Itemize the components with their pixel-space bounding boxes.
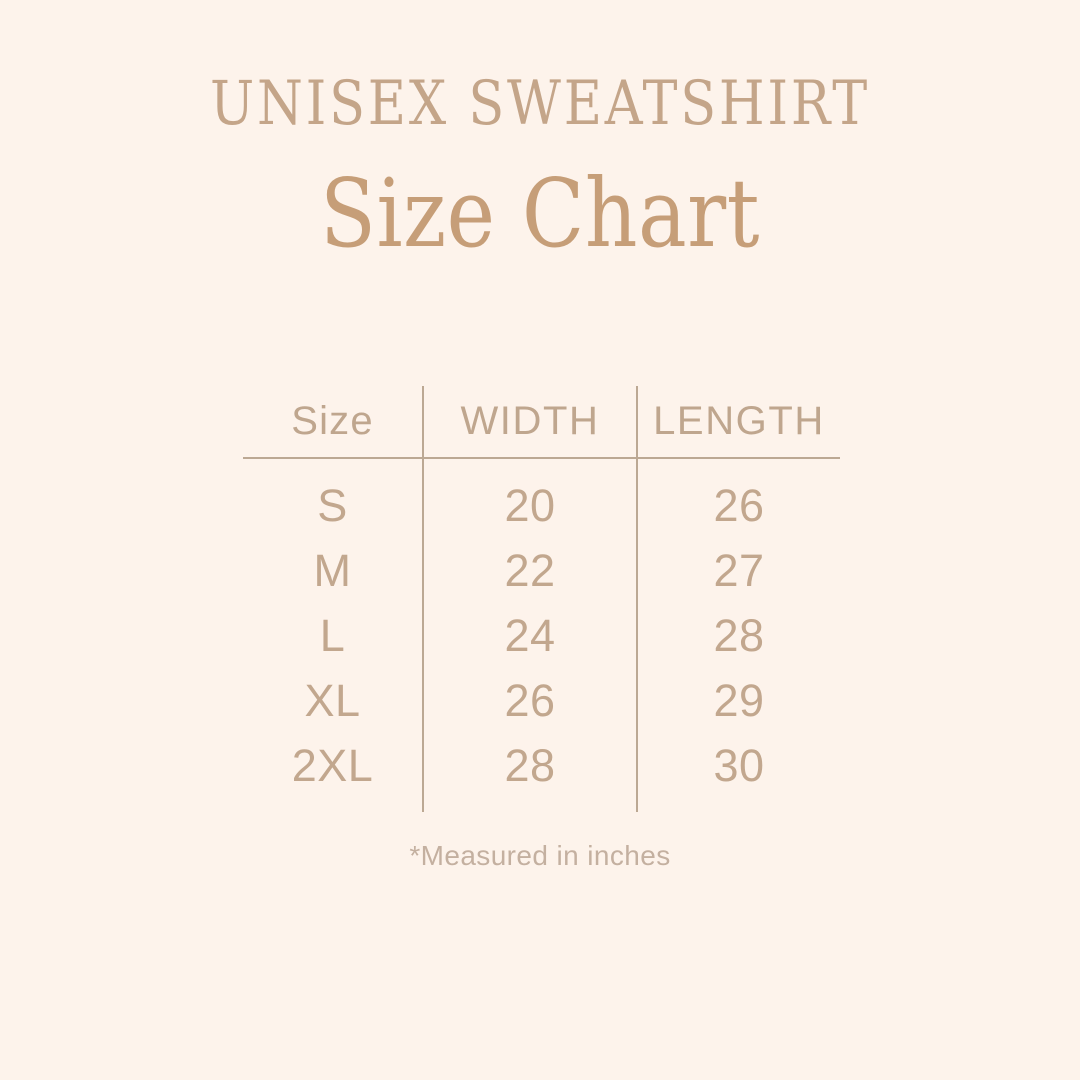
- cell-size: L: [319, 609, 346, 661]
- column-header-width: WIDTH: [422, 386, 638, 459]
- table-header: Size WIDTH LENGTH: [243, 386, 840, 459]
- cell-size: XL: [304, 674, 361, 726]
- cell-size: M: [313, 544, 352, 596]
- cell-width: 20: [422, 458, 638, 538]
- cell-length: 30: [713, 739, 765, 791]
- cell-width: 26: [422, 668, 638, 733]
- table-row: L 24 28: [243, 603, 840, 668]
- cell-width: 22: [422, 538, 638, 603]
- title-block: UNISEX SWEATSHIRT Size Chart: [0, 68, 1080, 261]
- size-table: Size WIDTH LENGTH S 20 26 M 22 27 L: [243, 386, 840, 812]
- cell-length: 27: [713, 544, 765, 596]
- table-header-row: Size WIDTH LENGTH: [243, 386, 840, 459]
- cell-width: 24: [422, 603, 638, 668]
- cell-length: 28: [713, 609, 765, 661]
- measurement-footnote: *Measured in inches: [409, 840, 671, 871]
- cell-size: 2XL: [291, 739, 374, 791]
- cell-length: 26: [713, 479, 765, 531]
- table-row: 2XL 28 30: [243, 733, 840, 812]
- table-body: S 20 26 M 22 27 L 24 28 XL 26 29: [243, 458, 840, 812]
- cell-size: S: [317, 479, 348, 531]
- table-row: S 20 26: [243, 458, 840, 538]
- table-row: M 22 27: [243, 538, 840, 603]
- page-subtitle: Size Chart: [320, 159, 760, 270]
- cell-length: 29: [713, 674, 765, 726]
- cell-width: 28: [422, 733, 638, 812]
- table-row: XL 26 29: [243, 668, 840, 733]
- column-header-length: LENGTH: [637, 386, 840, 459]
- size-table-container: Size WIDTH LENGTH S 20 26 M 22 27 L: [243, 386, 840, 812]
- column-header-size: Size: [243, 386, 423, 459]
- page-title: UNISEX SWEATSHIRT: [210, 68, 870, 139]
